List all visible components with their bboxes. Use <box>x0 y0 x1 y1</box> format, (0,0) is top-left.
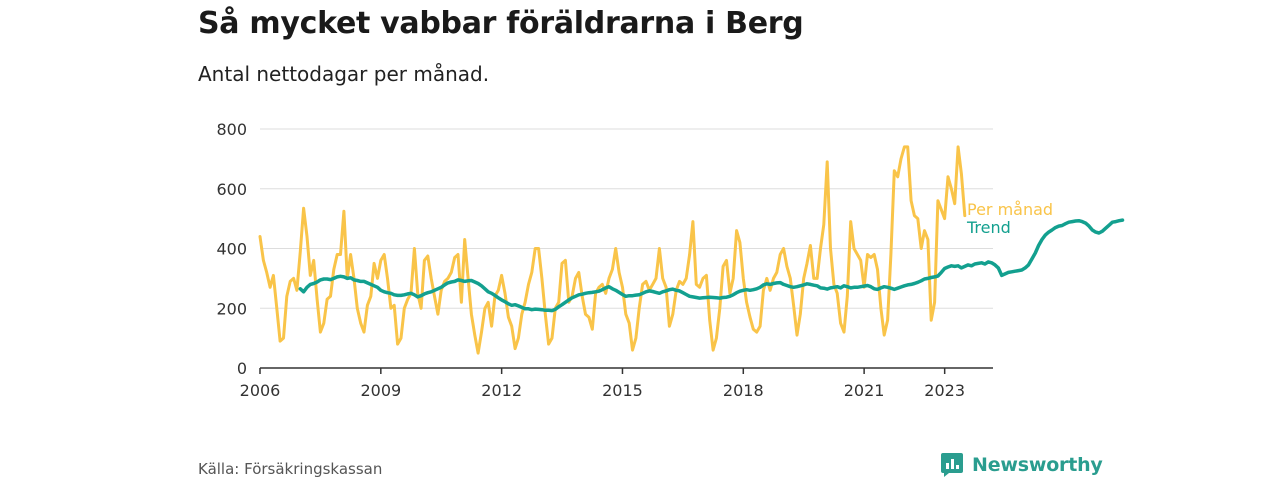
x-tick-label: 2015 <box>602 381 643 400</box>
x-tick-label: 2006 <box>240 381 281 400</box>
y-tick-label: 0 <box>237 359 247 378</box>
series-line-per-manad <box>258 145 967 355</box>
series-line-trend <box>298 218 1125 313</box>
gridlines <box>260 128 993 309</box>
newsworthy-logo-text: Newsworthy <box>972 454 1103 476</box>
chart-title: Så mycket vabbar föräldrarna i Berg <box>198 6 804 41</box>
legend-per-manad: Per månad <box>967 200 1053 219</box>
newsworthy-logo[interactable]: Newsworthy <box>940 452 1103 478</box>
y-axis-ticks: 0 200 400 600 800 <box>216 120 247 378</box>
x-tick-label: 2021 <box>844 381 885 400</box>
y-tick-label: 200 <box>216 299 247 318</box>
x-tick-label: 2018 <box>723 381 764 400</box>
chart-subtitle: Antal nettodagar per månad. <box>198 62 490 86</box>
y-tick-label: 600 <box>216 180 247 199</box>
y-tick-label: 800 <box>216 120 247 139</box>
legend-trend: Trend <box>966 218 1011 237</box>
x-axis-ticks: 2006 2009 2012 2015 2018 2021 2023 <box>240 368 965 400</box>
x-tick-label: 2023 <box>924 381 965 400</box>
x-tick-label: 2009 <box>360 381 401 400</box>
series-lines <box>258 145 1125 355</box>
y-tick-label: 400 <box>216 240 247 259</box>
source-note: Källa: Försäkringskassan <box>198 460 383 478</box>
x-tick-label: 2012 <box>481 381 522 400</box>
newsworthy-logo-icon <box>941 453 963 477</box>
